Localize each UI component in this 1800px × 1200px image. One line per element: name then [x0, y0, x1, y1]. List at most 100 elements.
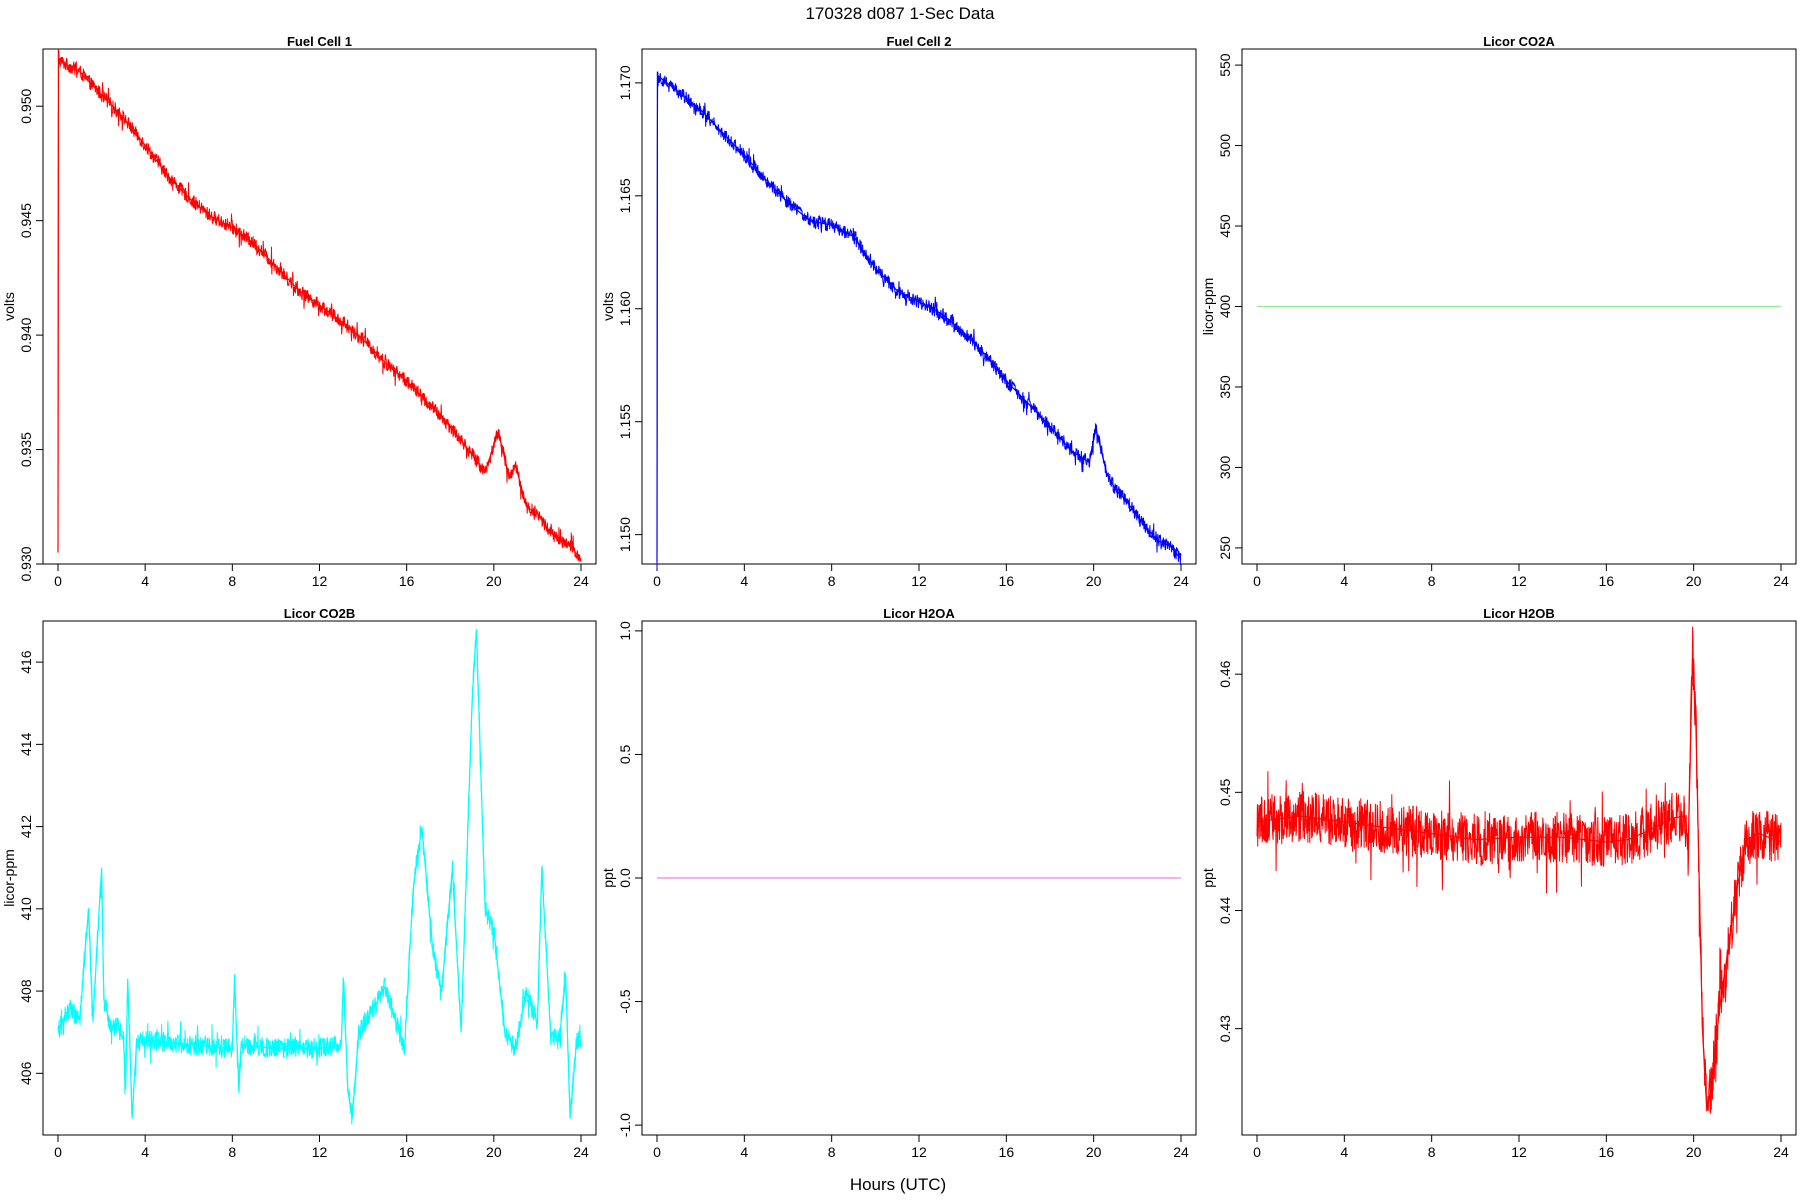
- x-tick-label: 16: [999, 573, 1015, 589]
- panel-title: Licor CO2B: [284, 606, 356, 621]
- y-tick-label: 250: [1217, 536, 1233, 560]
- x-tick-label: 4: [740, 1144, 748, 1160]
- y-tick-label: 0.46: [1217, 660, 1233, 687]
- x-tick-label: 4: [1340, 1144, 1348, 1160]
- panel-title: Fuel Cell 2: [886, 34, 951, 49]
- y-tick-label: 1.170: [617, 65, 633, 100]
- x-tick-label: 8: [228, 1144, 236, 1160]
- x-tick-label: 16: [399, 1144, 415, 1160]
- panel-4: Licor CO2B licor-ppm 0 4 8 12 16 20 24 406 408 410 4…: [1, 606, 597, 1160]
- x-tick-label: 12: [1511, 573, 1527, 589]
- x-tick-label: 8: [228, 573, 236, 589]
- y-tick-label: 0.950: [18, 88, 34, 123]
- y-tick-label: 0.935: [18, 432, 34, 467]
- panel-title: Licor H2OB: [1483, 606, 1555, 621]
- x-tick-label: 12: [312, 573, 328, 589]
- series-line: [656, 71, 1182, 569]
- x-tick-label: 8: [1428, 573, 1436, 589]
- x-tick-label: 0: [653, 1144, 661, 1160]
- x-tick-label: 20: [1686, 573, 1702, 589]
- y-tick-label: 0.930: [18, 546, 34, 581]
- y-axis-label: volts: [1, 292, 17, 321]
- y-tick-label: 0.940: [18, 317, 34, 352]
- x-tick-label: 24: [573, 573, 589, 589]
- x-tick-label: 0: [1253, 573, 1261, 589]
- x-tick-label: 0: [1253, 1144, 1261, 1160]
- y-tick-label: 350: [1217, 375, 1233, 399]
- y-axis-label: ppt: [1200, 868, 1216, 888]
- y-axis-label: ppt: [600, 868, 616, 888]
- y-tick-label: 1.155: [617, 404, 633, 439]
- y-tick-label: 300: [1217, 456, 1233, 480]
- y-tick-label: 408: [18, 979, 34, 1003]
- y-tick-label: 450: [1217, 214, 1233, 238]
- panel-title: Licor H2OA: [883, 606, 955, 621]
- x-tick-label: 12: [312, 1144, 328, 1160]
- x-tick-label: 20: [486, 573, 502, 589]
- y-tick-label: 0.44: [1217, 897, 1233, 924]
- series-key-line: [57, 629, 581, 1119]
- panel-5: Licor H2OA ppt 0 4 8 12 16 20 24 -1.0 -0.5 0.0 0.5 1.…: [600, 606, 1197, 1160]
- figure-title: 170328 d087 1-Sec Data: [805, 4, 995, 23]
- x-tick-label: 16: [1599, 1144, 1615, 1160]
- x-tick-label: 0: [54, 573, 62, 589]
- x-tick-label: 24: [1773, 1144, 1789, 1160]
- x-tick-label: 16: [1599, 573, 1615, 589]
- plot-frame: [1241, 620, 1797, 1136]
- y-tick-label: 412: [18, 815, 34, 839]
- y-axis-label: licor-ppm: [1200, 278, 1216, 336]
- y-tick-label: 1.160: [617, 291, 633, 326]
- y-tick-label: 0.43: [1217, 1015, 1233, 1042]
- x-tick-label: 24: [1173, 573, 1189, 589]
- y-axis-label: volts: [600, 292, 616, 321]
- figure-xlabel: Hours (UTC): [850, 1175, 946, 1194]
- series-key-line: [1256, 650, 1782, 1112]
- x-tick-label: 20: [486, 1144, 502, 1160]
- y-tick-label: 0.45: [1217, 778, 1233, 805]
- series-key-line: [57, 48, 582, 560]
- x-tick-label: 4: [740, 573, 748, 589]
- y-tick-label: 0.5: [617, 745, 633, 765]
- x-tick-label: 8: [828, 1144, 836, 1160]
- panel-title: Fuel Cell 1: [287, 34, 352, 49]
- panel-6: Licor H2OB ppt 0 4 8 12 16 20 24 0.43 0.44 0.45 0.46: [1200, 606, 1797, 1160]
- x-tick-label: 12: [1511, 1144, 1527, 1160]
- x-tick-label: 4: [141, 573, 149, 589]
- x-tick-label: 0: [54, 1144, 62, 1160]
- y-tick-label: 500: [1217, 134, 1233, 158]
- y-tick-label: 400: [1217, 295, 1233, 319]
- x-tick-label: 12: [911, 573, 927, 589]
- y-axis-label: licor-ppm: [1, 849, 17, 907]
- x-tick-label: 4: [1340, 573, 1348, 589]
- panel-title: Licor CO2A: [1483, 34, 1555, 49]
- panel-3: Licor CO2A licor-ppm 0 4 8 12 16 20 24 250 300 350 4…: [1200, 34, 1797, 589]
- x-tick-label: 20: [1086, 1144, 1102, 1160]
- y-tick-label: 0.945: [18, 203, 34, 238]
- y-tick-label: 414: [18, 732, 34, 756]
- y-tick-label: 1.150: [617, 517, 633, 552]
- y-tick-label: 1.0: [617, 621, 633, 641]
- y-tick-label: 1.165: [617, 178, 633, 213]
- x-tick-label: 20: [1686, 1144, 1702, 1160]
- panels: Fuel Cell 1 volts 0 4 8 12 16 20 24 0.930 0.935 0.9…: [1, 34, 1797, 1160]
- x-tick-label: 20: [1086, 573, 1102, 589]
- y-tick-label: 410: [18, 897, 34, 921]
- y-tick-label: 406: [18, 1061, 34, 1085]
- x-tick-label: 24: [573, 1144, 589, 1160]
- x-tick-label: 24: [1773, 573, 1789, 589]
- panel-1: Fuel Cell 1 volts 0 4 8 12 16 20 24 0.930 0.935 0.9…: [1, 34, 597, 589]
- x-tick-label: 0: [653, 573, 661, 589]
- series-key-line: [656, 71, 1182, 562]
- y-tick-label: -0.5: [617, 989, 633, 1013]
- y-tick-label: 416: [18, 650, 34, 674]
- y-tick-label: 0.0: [617, 868, 633, 888]
- y-tick-label: 550: [1217, 53, 1233, 77]
- x-tick-label: 8: [828, 573, 836, 589]
- panel-2: Fuel Cell 2 volts 0 4 8 12 16 20 24 1.150 1.155 1.1…: [600, 34, 1197, 589]
- x-tick-label: 16: [399, 573, 415, 589]
- x-tick-label: 16: [999, 1144, 1015, 1160]
- x-tick-label: 24: [1173, 1144, 1189, 1160]
- x-tick-label: 8: [1428, 1144, 1436, 1160]
- x-tick-label: 12: [911, 1144, 927, 1160]
